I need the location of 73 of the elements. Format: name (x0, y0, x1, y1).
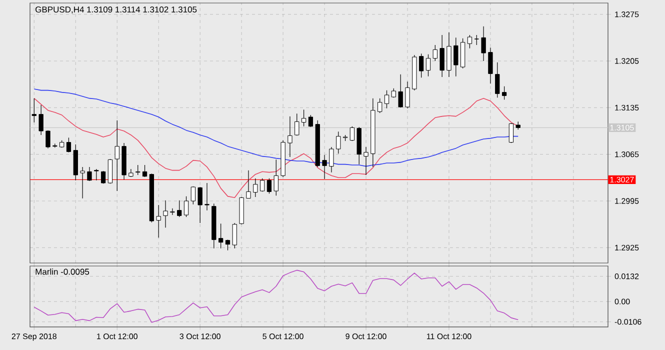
candlestick (454, 37, 458, 77)
candlestick (100, 170, 106, 184)
x-tick-label: 3 Oct 12:00 (180, 334, 220, 340)
candlestick (266, 178, 272, 194)
y-tick-label: 0.0132 (614, 273, 639, 280)
candlestick (405, 81, 410, 109)
y-tick-label: 0.00 (614, 298, 630, 304)
candlestick (184, 196, 189, 218)
candlestick (46, 130, 50, 149)
candlestick (481, 26, 486, 62)
y-tick-label: 1.2995 (615, 198, 639, 204)
x-tick-label: 1 Oct 12:00 (97, 334, 138, 340)
candlestick (232, 222, 237, 249)
candlestick (350, 126, 355, 142)
ref-line-label: 1.3027 (610, 176, 634, 182)
candlestick (246, 170, 251, 199)
line-series (34, 270, 519, 323)
candlestick (322, 154, 327, 180)
candlestick (446, 32, 452, 78)
y-tick-label: -0.0106 (614, 318, 642, 325)
candlestick (495, 62, 500, 98)
candlestick (398, 74, 403, 108)
candlestick (198, 186, 202, 224)
candlestick (301, 109, 306, 127)
candlestick (190, 186, 196, 205)
candlestick (288, 116, 292, 158)
candlestick (274, 159, 278, 196)
chart-title: GBPUSD,H4 1.3109 1.3114 1.3102 1.3105 (36, 6, 197, 14)
candlestick (87, 166, 92, 182)
candlestick (108, 158, 113, 184)
candlestick (432, 44, 438, 62)
y-tick-label: 1.3205 (615, 58, 639, 64)
x-tick-label: 11 Oct 12:00 (426, 334, 472, 340)
candlestick (32, 98, 36, 123)
candlestick (502, 86, 507, 100)
candlestick (142, 164, 148, 178)
candlestick (136, 164, 140, 176)
candlestick (218, 223, 224, 249)
candlestick (253, 178, 258, 198)
x-tick-label: 5 Oct 12:00 (262, 334, 304, 340)
candlestick (294, 113, 300, 136)
candlestick (204, 182, 210, 211)
x-tick-label: 9 Oct 12:00 (346, 334, 386, 340)
y-tick-label: 1.2925 (615, 244, 639, 250)
candlestick (378, 98, 382, 114)
candlestick (94, 168, 99, 181)
x-tick-label: 27 Sep 2018 (12, 334, 56, 341)
candlestick (308, 114, 314, 128)
candlestick (80, 166, 85, 199)
candlestick (66, 137, 72, 153)
y-tick-label: 1.3065 (615, 151, 639, 158)
candlestick (336, 131, 341, 154)
candlestick (384, 90, 390, 109)
y-tick-label: 1.3135 (615, 104, 639, 110)
candlestick (163, 200, 168, 228)
candlestick (474, 34, 480, 46)
candlestick (508, 122, 514, 144)
candlestick (440, 34, 444, 78)
candlestick (177, 200, 182, 218)
candlestick (364, 146, 368, 176)
candlestick (426, 54, 431, 77)
y-tick-label: 1.3275 (615, 12, 639, 18)
candlestick (225, 239, 230, 251)
candlestick (419, 53, 424, 78)
candlestick (467, 34, 472, 49)
candlestick (170, 208, 175, 216)
candlestick (114, 120, 120, 192)
candlestick (329, 146, 334, 173)
candlestick (156, 204, 161, 238)
candlestick (260, 178, 265, 192)
candlestick (38, 104, 44, 136)
chart-title: Marlin -0.0095 (36, 268, 90, 275)
candlestick (488, 47, 493, 84)
